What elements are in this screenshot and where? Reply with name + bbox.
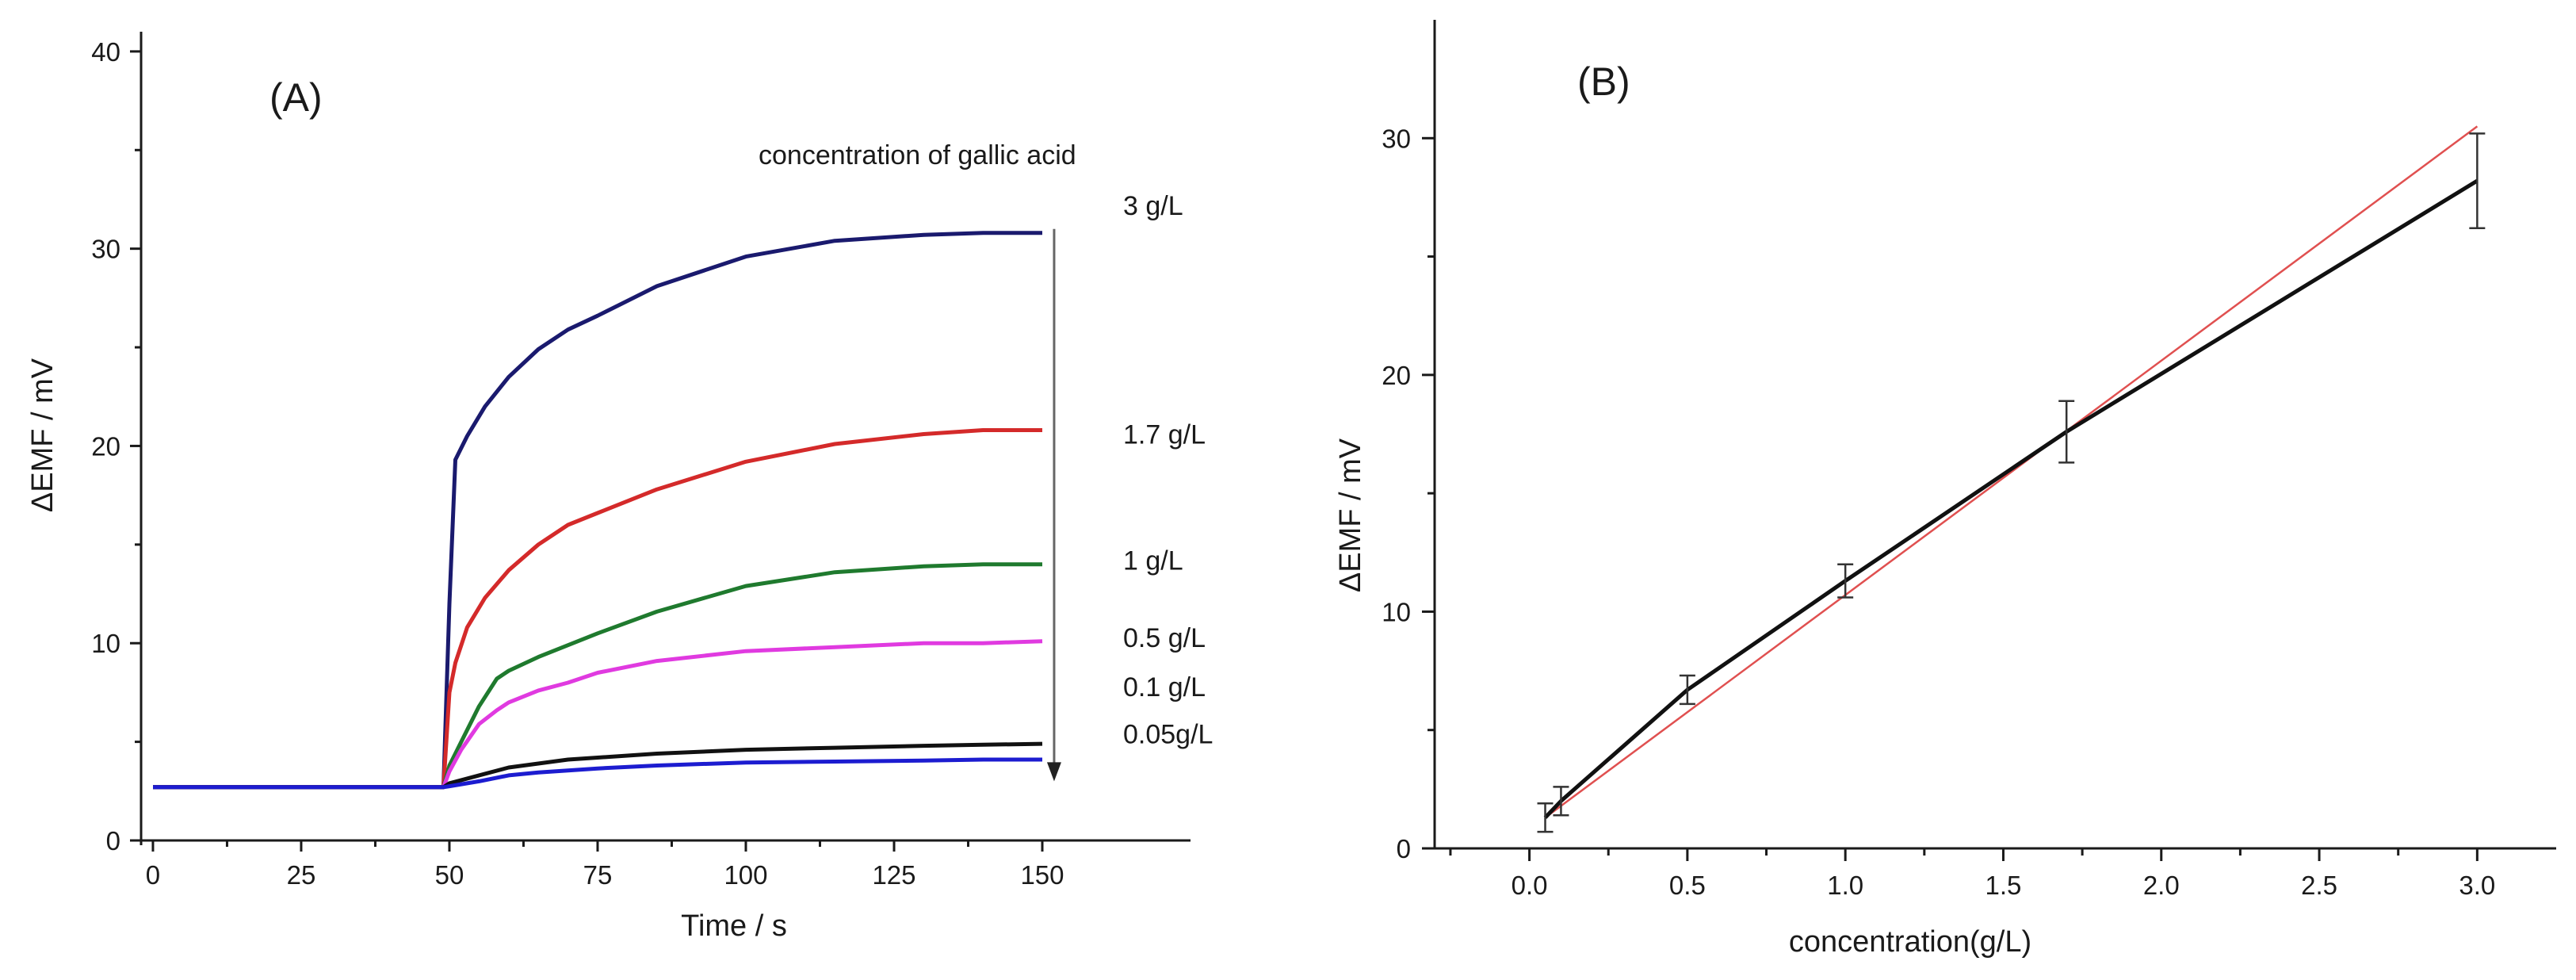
series-label: 1.7 g/L [1123, 420, 1206, 450]
panel-b-x-tick-label: 1.0 [1827, 871, 1863, 900]
panel-b-x-tick-label: 3.0 [2459, 871, 2495, 900]
panel-a-y-axis-title: ΔEMF / mV [26, 358, 59, 512]
measured-line [1543, 178, 2479, 819]
panel-a-y-tick-label: 30 [91, 235, 120, 264]
series-line-1-g-l [153, 562, 1042, 790]
panel-a-x-axis-title: Time / s [681, 909, 787, 943]
panel-b-y-axis-title: ΔEMF / mV [1334, 438, 1367, 592]
panel-b-y-tick-label: 30 [1382, 124, 1411, 153]
panel-a-x-tick-label: 0 [146, 860, 160, 890]
panel-b-x-tick-label: 0.5 [1669, 871, 1706, 900]
panel-a-axes: 0 25 50 75 100 125 150 0 10 20 30 40 [91, 32, 1191, 890]
panel-b-x-tick-label: 2.5 [2301, 871, 2337, 900]
series-line-0-05g-l [153, 757, 1042, 790]
concentration-arrow-head [1046, 762, 1061, 782]
panel-a-y-tick-label: 20 [91, 431, 120, 461]
panel-a-x-tick-label: 50 [435, 860, 464, 890]
panel-b-chart: (B) 0.0 0.5 1.0 1.5 2.0 2.5 3.0 0 10 20 30 concent… [1334, 20, 2556, 959]
panel-a-series-labels: 3 g/L 1.7 g/L 1 g/L 0.5 g/L 0.1 g/L 0.05g/L [1123, 191, 1213, 750]
series-label: 0.1 g/L [1123, 672, 1206, 702]
series-line-0-1-g-l [153, 741, 1043, 790]
series-label: 3 g/L [1123, 191, 1183, 221]
panel-a-x-tick-label: 100 [724, 860, 767, 890]
panel-b-series [1537, 125, 2486, 833]
series-label: 0.5 g/L [1123, 623, 1206, 653]
panel-a-x-tick-label: 75 [583, 860, 613, 890]
panel-a-y-tick-label: 10 [91, 629, 120, 658]
panel-a-legend-title: concentration of gallic acid [759, 140, 1076, 170]
panel-b-x-tick-label: 1.5 [1986, 871, 2022, 900]
panel-b-y-tick-label: 10 [1382, 597, 1411, 626]
panel-a-series [153, 228, 1061, 790]
panel-b-x-tick-label: 0.0 [1512, 871, 1548, 900]
series-line-0-5-g-l [153, 639, 1043, 790]
linear-fit-line [1544, 125, 2479, 819]
panel-a-x-tick-label: 25 [287, 860, 316, 890]
panel-b-axes: 0.0 0.5 1.0 1.5 2.0 2.5 3.0 0 10 20 30 [1382, 20, 2556, 900]
panel-a-x-tick-label: 125 [872, 860, 915, 890]
panel-a-x-tick-label: 150 [1020, 860, 1064, 890]
panel-b-x-axis-title: concentration(g/L) [1789, 925, 2031, 959]
series-label: 0.05g/L [1123, 720, 1213, 750]
panel-a-y-tick-label: 40 [91, 37, 120, 67]
panel-a-label: (A) [269, 75, 323, 120]
panel-a-y-tick-label: 0 [106, 826, 120, 856]
series-label: 1 g/L [1123, 546, 1183, 576]
series-line-1-7-g-l [153, 428, 1042, 790]
panel-b-y-tick-label: 0 [1397, 834, 1411, 863]
panel-b-label: (B) [1577, 59, 1630, 104]
panel-b-y-tick-label: 20 [1382, 361, 1411, 390]
series-line-3-g-l [153, 231, 1042, 790]
panel-b-x-tick-label: 2.0 [2143, 871, 2180, 900]
panel-a-chart: (A) concentration of gallic acid 0 25 50 75… [26, 32, 1213, 943]
